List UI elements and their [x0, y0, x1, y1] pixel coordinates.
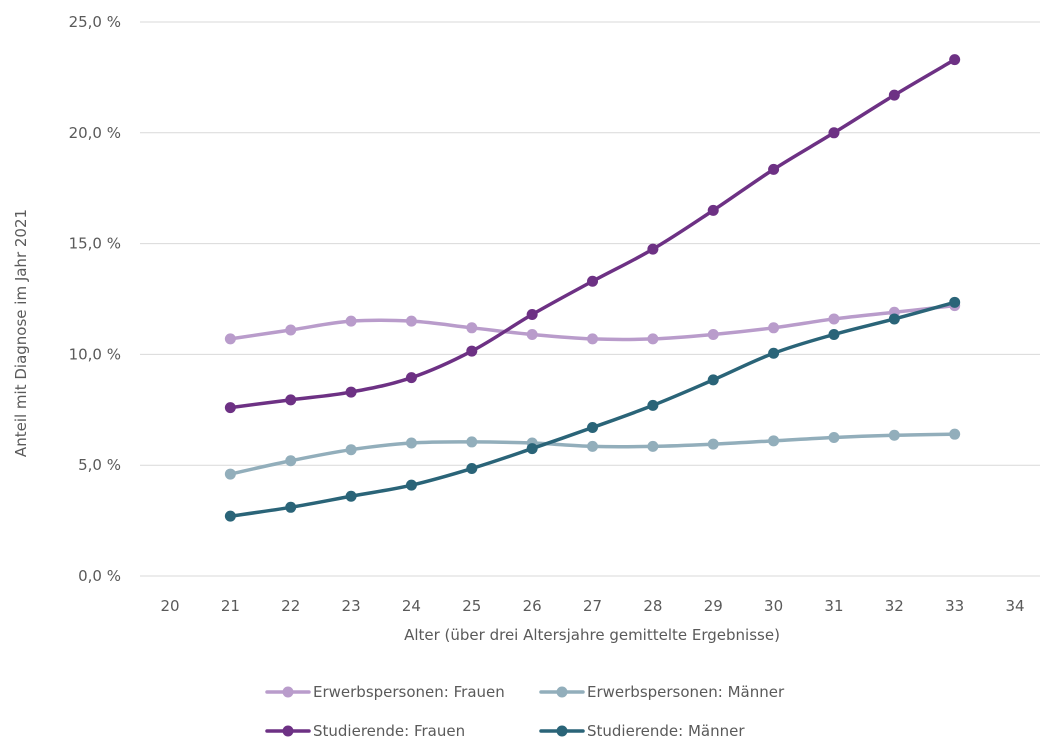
x-tick-label: 27: [583, 597, 602, 615]
x-tick-label: 21: [221, 597, 240, 615]
x-axis-tick-labels: 20 21 22 23 24 25 26 27 28 29 30 31 32 33 34: [160, 597, 1024, 615]
data-point: [345, 386, 357, 398]
x-tick-label: 34: [1005, 597, 1024, 615]
x-tick-label: 30: [764, 597, 783, 615]
legend-label: Studierende: Männer: [587, 722, 745, 740]
legend-item: Erwerbspersonen: Männer: [539, 683, 785, 701]
data-point: [526, 309, 538, 321]
data-point: [405, 437, 417, 449]
x-tick-label: 26: [523, 597, 542, 615]
data-point: [345, 490, 357, 502]
data-point: [647, 243, 659, 255]
gridlines: [140, 21, 1040, 577]
y-axis-tick-labels: 0,0 % 5,0 % 10,0 % 15,0 % 20,0 % 25,0 %: [69, 13, 121, 585]
y-tick-label: 25,0 %: [69, 13, 121, 31]
legend-item: Studierende: Männer: [539, 722, 745, 740]
x-tick-label: 31: [824, 597, 843, 615]
y-tick-label: 0,0 %: [78, 567, 121, 585]
x-axis-title: Alter (über drei Altersjahre gemittelte …: [404, 626, 780, 644]
data-point: [224, 468, 236, 480]
data-point: [224, 333, 236, 345]
data-point: [466, 436, 478, 448]
data-point: [285, 324, 297, 336]
y-tick-label: 5,0 %: [78, 456, 121, 474]
legend-swatch-marker: [556, 686, 568, 698]
series-4: [224, 296, 961, 522]
series-line: [228, 57, 957, 410]
data-point: [405, 479, 417, 491]
data-point: [888, 429, 900, 441]
data-point: [888, 313, 900, 325]
data-point: [587, 440, 599, 452]
x-tick-label: 29: [704, 597, 723, 615]
data-point: [466, 345, 478, 357]
data-point: [828, 127, 840, 139]
data-point: [466, 322, 478, 334]
x-tick-label: 28: [643, 597, 662, 615]
data-point: [587, 333, 599, 345]
series-lines: [224, 54, 961, 522]
y-tick-label: 15,0 %: [69, 235, 121, 253]
data-point: [828, 313, 840, 325]
data-point: [526, 328, 538, 340]
series-3: [224, 54, 961, 414]
legend-label: Studierende: Frauen: [313, 722, 465, 740]
series-2: [224, 428, 961, 480]
y-tick-label: 20,0 %: [69, 124, 121, 142]
data-point: [768, 347, 780, 359]
data-point: [828, 328, 840, 340]
data-point: [707, 438, 719, 450]
legend-swatch-marker: [556, 725, 568, 737]
data-point: [285, 455, 297, 467]
data-point: [587, 422, 599, 434]
data-point: [345, 444, 357, 456]
data-point: [405, 372, 417, 384]
y-tick-label: 10,0 %: [69, 345, 121, 363]
legend-label: Erwerbspersonen: Frauen: [313, 683, 505, 701]
data-point: [888, 89, 900, 101]
data-point: [587, 275, 599, 287]
data-point: [949, 428, 961, 440]
data-point: [949, 54, 961, 66]
data-point: [224, 402, 236, 414]
legend: Erwerbspersonen: Frauen Erwerbspersonen: …: [265, 683, 785, 740]
data-point: [647, 399, 659, 411]
legend-item: Erwerbspersonen: Frauen: [265, 683, 505, 701]
x-tick-label: 24: [402, 597, 421, 615]
data-point: [285, 394, 297, 406]
data-point: [768, 163, 780, 175]
legend-label: Erwerbspersonen: Männer: [587, 683, 785, 701]
data-point: [768, 435, 780, 447]
data-point: [285, 501, 297, 513]
data-point: [526, 443, 538, 455]
data-point: [768, 322, 780, 334]
x-tick-label: 23: [342, 597, 361, 615]
y-axis-title: Anteil mit Diagnose im Jahr 2021: [12, 209, 30, 457]
x-tick-label: 32: [885, 597, 904, 615]
data-point: [647, 440, 659, 452]
data-point: [647, 333, 659, 345]
legend-swatch-marker: [282, 725, 294, 737]
data-point: [405, 315, 417, 327]
data-point: [466, 463, 478, 475]
data-point: [828, 432, 840, 443]
x-tick-label: 25: [462, 597, 481, 615]
legend-item: Studierende: Frauen: [265, 722, 465, 740]
data-point: [949, 296, 961, 308]
data-point: [345, 315, 357, 327]
data-point: [707, 204, 719, 216]
x-tick-label: 20: [160, 597, 179, 615]
series-1: [224, 300, 961, 345]
data-point: [707, 328, 719, 340]
x-tick-label: 33: [945, 597, 964, 615]
x-tick-label: 22: [281, 597, 300, 615]
series-line: [228, 432, 957, 476]
data-point: [224, 510, 236, 522]
legend-swatch-marker: [282, 686, 294, 698]
data-point: [707, 374, 719, 386]
